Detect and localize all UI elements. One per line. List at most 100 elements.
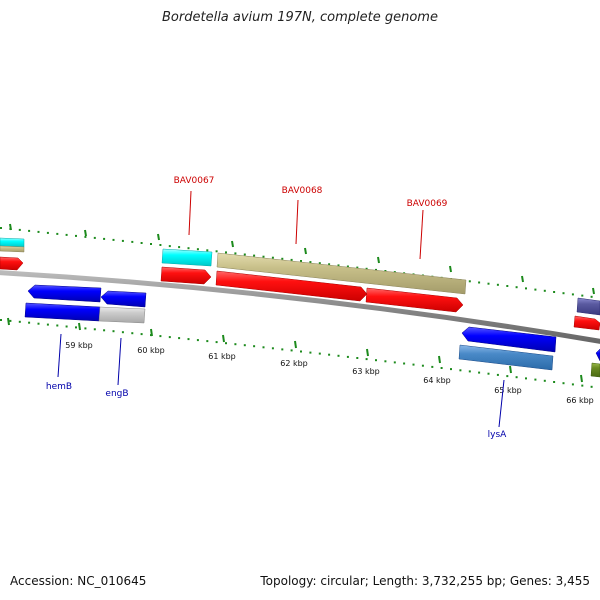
feature-red-left[interactable] [0,256,24,271]
leader-engB [117,337,122,386]
minor-tick [450,368,452,371]
feature-blue-bar-1[interactable] [24,302,101,322]
leader-hemB [57,333,62,378]
minor-tick [178,246,181,249]
major-tick [7,317,10,326]
minor-tick [356,266,359,269]
feature-khaki-left[interactable] [0,245,25,253]
minor-tick [225,342,227,345]
minor-tick [468,280,471,283]
feature-engB[interactable] [98,306,146,324]
gene-label-BAV0067[interactable]: BAV0067 [174,176,215,186]
feature-olive-right[interactable] [590,362,600,378]
gene-label-engB[interactable]: engB [105,389,128,399]
minor-tick [318,352,321,355]
feature-red-gene-2[interactable] [215,270,368,302]
minor-tick [112,238,115,241]
major-tick [231,240,234,248]
minor-tick [553,291,556,293]
minor-tick [309,261,312,264]
map-title: Bordetella avium 197N, complete genome [162,10,438,25]
minor-tick [440,367,443,369]
minor-tick [496,373,499,376]
scale-label-63kbp: 63 kbp [352,367,380,376]
minor-tick [262,255,265,258]
minor-tick [487,372,490,375]
minor-tick [328,263,331,266]
minor-tick [187,247,190,250]
gene-label-BAV0069[interactable]: BAV0069 [407,199,448,209]
feature-steelblue-gene[interactable] [458,344,554,371]
feature-BAV0069[interactable] [365,287,464,313]
minor-tick [431,365,434,368]
feature-hemB[interactable] [27,284,102,303]
minor-tick [290,349,293,352]
minor-tick [525,287,527,290]
minor-tick [37,322,40,325]
minor-tick [243,344,246,347]
minor-tick [121,239,124,242]
leader-BAV0067 [188,190,192,236]
minor-tick [590,385,593,388]
minor-tick [581,384,584,387]
minor-tick [384,360,387,363]
minor-tick [84,327,87,330]
feature-red-right[interactable] [573,315,600,331]
scale-label-66kbp: 66 kbp [566,396,594,405]
minor-tick [534,288,537,291]
major-tick [304,247,307,255]
minor-tick [215,250,218,253]
minor-tick [187,338,190,341]
minor-tick [393,361,396,364]
minor-tick [515,286,518,289]
minor-tick [300,260,302,262]
minor-tick [75,326,77,329]
minor-tick [459,369,462,372]
minor-tick [75,234,77,237]
minor-tick [215,341,218,344]
feature-BAV0067[interactable] [161,248,213,267]
gene-label-hemB[interactable]: hemB [46,382,72,392]
minor-tick [515,376,518,379]
minor-tick [103,329,106,332]
minor-tick [159,335,162,338]
feature-cyan-left[interactable] [0,237,25,248]
leader-BAV0068 [295,199,299,245]
minor-tick [196,339,199,342]
leader-BAV0069 [419,209,424,260]
minor-tick [478,371,481,374]
minor-tick [365,267,368,270]
minor-tick [140,333,143,336]
minor-tick [46,323,49,326]
minor-tick [178,337,181,340]
scale-label-61kbp: 61 kbp [208,352,236,361]
minor-tick [206,249,209,252]
major-tick [157,233,160,241]
minor-tick [375,359,377,362]
minor-tick [309,351,312,354]
minor-tick [243,253,246,256]
minor-tick [290,258,293,261]
minor-tick [543,379,546,382]
gene-label-lysA[interactable]: lysA [488,430,508,440]
feature-red-gene-1[interactable] [160,266,212,285]
genome-backbone [0,270,600,344]
minor-tick [46,231,49,234]
leader-lysA [498,379,505,428]
feature-BAV0068[interactable] [216,252,467,295]
feature-slate-right[interactable] [576,297,600,316]
minor-tick [346,355,349,358]
minor-tick [131,240,134,243]
upper-tick-track [0,223,595,298]
minor-tick [571,383,574,386]
minor-tick [271,256,274,259]
minor-tick [534,378,537,381]
gene-label-BAV0068[interactable]: BAV0068 [282,186,323,196]
minor-tick [581,294,584,297]
feature-lysA[interactable] [461,326,557,353]
minor-tick [337,354,340,357]
feature-blue-gene-2[interactable] [100,290,147,308]
feature-blue-right[interactable] [595,348,600,362]
minor-tick [337,264,340,267]
